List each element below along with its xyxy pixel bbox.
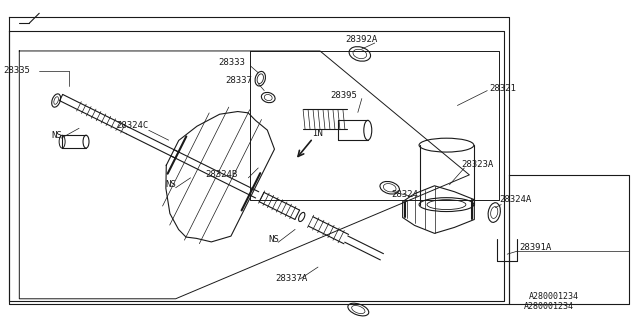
Text: 28391A: 28391A bbox=[519, 243, 552, 252]
Text: 28324C: 28324C bbox=[116, 121, 148, 130]
Text: 28337: 28337 bbox=[225, 76, 252, 85]
Text: 28323A: 28323A bbox=[461, 160, 493, 170]
Text: 28333: 28333 bbox=[218, 58, 245, 67]
Text: 28392A: 28392A bbox=[345, 35, 377, 44]
Text: 28324A: 28324A bbox=[499, 195, 531, 204]
Text: A280001234: A280001234 bbox=[524, 302, 574, 311]
Text: 28321: 28321 bbox=[489, 84, 516, 93]
Text: NS: NS bbox=[268, 235, 279, 244]
Text: 28395: 28395 bbox=[330, 91, 357, 100]
Text: 28324B: 28324B bbox=[205, 170, 237, 180]
Text: 28335: 28335 bbox=[3, 66, 30, 75]
Text: IN: IN bbox=[312, 129, 323, 138]
Text: A280001234: A280001234 bbox=[529, 292, 579, 301]
Text: NS: NS bbox=[166, 180, 177, 189]
Text: NS: NS bbox=[51, 131, 62, 140]
Text: 28337A: 28337A bbox=[275, 275, 307, 284]
Text: 28324: 28324 bbox=[392, 190, 419, 199]
